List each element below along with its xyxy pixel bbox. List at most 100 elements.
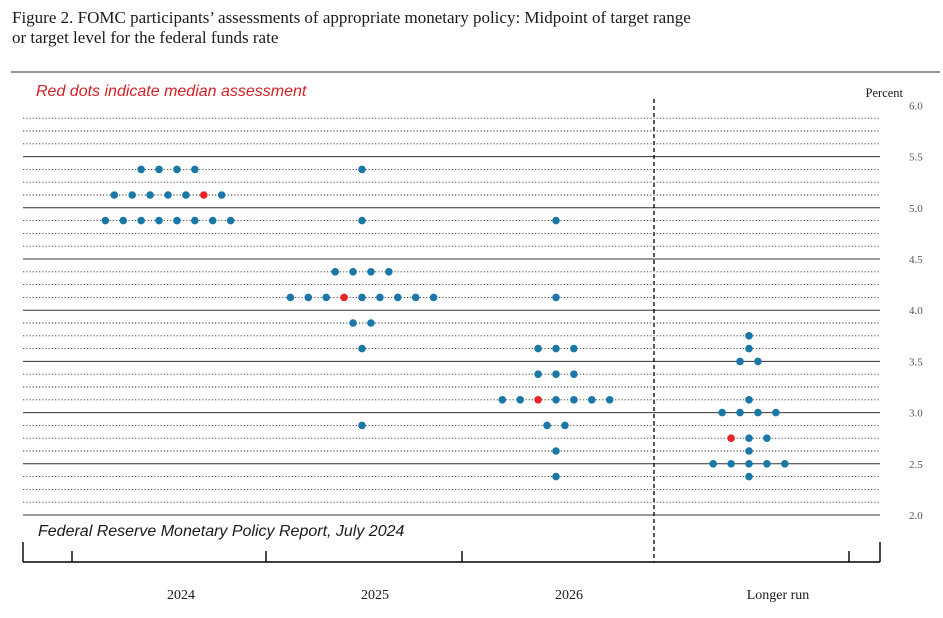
y-tick-label: 5.0 [909,203,923,215]
participant-dot [605,396,614,404]
participant-dot [358,165,366,174]
participant-dot [763,460,771,468]
participant-dot [349,319,357,327]
y-axis: 2.0 2.5 3.0 3.5 4.0 4.5 5.0 5.5 6.0 [909,100,923,522]
median-note: Red dots indicate median assessment [36,83,307,100]
y-tick-label: 2.5 [909,459,923,471]
participant-dot [358,421,366,430]
participant-dot [137,216,145,225]
participant-dot [208,216,217,225]
participant-dot [367,268,375,276]
participant-dot [217,191,226,199]
participant-dot [570,370,578,379]
y-tick-label: 4.0 [909,305,923,317]
y-tick-label: 2.0 [909,510,923,522]
participant-dot [543,421,551,430]
gridlines [23,117,880,503]
x-axis: 2024 2025 2026 Longer run [167,588,809,603]
participant-dot [173,216,181,225]
participant-dot [727,460,735,468]
participant-dot [745,332,753,340]
participant-dot [119,216,128,225]
participant-dot [101,216,110,225]
participant-dot [155,165,163,174]
x-category-label: 2026 [555,588,583,603]
participant-dot [146,191,154,199]
participant-dot [736,357,744,366]
participant-dot [173,165,181,174]
chart-title: Figure 2. FOMC participants’ assessments… [12,8,912,48]
participant-dot [772,408,780,417]
participant-dot [226,216,235,225]
source-note: Federal Reserve Monetary Policy Report, … [38,523,404,540]
participant-dot [745,434,753,443]
participant-dot [588,396,596,404]
dots [101,165,789,481]
y-tick-label: 3.5 [909,356,923,368]
y-tick-label: 5.5 [909,152,923,164]
participant-dot [182,191,190,199]
chart-title-line-2: or target level for the federal funds ra… [12,28,279,47]
participant-dot [429,293,438,302]
y-tick-label: 3.0 [909,408,923,420]
participant-dot [322,293,331,302]
participant-dot [331,268,339,276]
participant-dot [128,191,136,199]
x-category-label: 2025 [361,588,389,603]
participant-dot [754,357,762,366]
participant-dot [763,434,771,443]
participant-dot [110,191,119,199]
participant-dot [745,396,753,404]
participant-dot [376,293,384,302]
participant-dot [552,396,560,404]
x-category-label: 2024 [167,588,195,603]
participant-dot [745,460,753,468]
participant-dot [367,319,375,327]
participant-dot [745,344,753,353]
participant-dot [552,216,560,225]
participant-dot [164,191,172,199]
participant-dot [552,370,560,379]
participant-dot [191,216,199,225]
median-dot [534,396,542,404]
participant-dot [709,460,717,468]
participant-dot [358,216,366,225]
participant-dot [358,344,366,353]
participant-dot [137,165,145,174]
participant-dot [570,396,578,404]
participant-dot [552,472,560,481]
chart-frame [11,71,940,563]
y-tick-label: 6.0 [909,100,923,112]
median-dot [200,191,208,199]
chart-title-line-1: Figure 2. FOMC participants’ assessments… [12,8,691,27]
median-dot [340,293,348,302]
participant-dot [394,293,402,302]
participant-dot [534,344,542,353]
participant-dot [516,396,524,404]
participant-dot [498,396,507,404]
participant-dot [745,447,753,455]
participant-dot [736,408,744,417]
participant-dot [552,344,560,353]
participant-dot [304,293,313,302]
y-axis-label: Percent [866,86,904,100]
participant-dot [561,421,569,430]
participant-dot [745,472,753,481]
participant-dot [570,344,578,353]
participant-dot [534,370,542,379]
participant-dot [349,268,357,276]
participant-dot [155,216,163,225]
participant-dot [718,408,726,417]
participant-dot [552,293,560,302]
participant-dot [385,268,393,276]
y-tick-label: 4.5 [909,254,923,266]
participant-dot [191,165,199,174]
median-dot [727,434,735,443]
participant-dot [286,293,295,302]
x-category-label: Longer run [747,588,810,603]
participant-dot [781,460,789,468]
participant-dot [411,293,420,302]
participant-dot [754,408,762,417]
participant-dot [358,293,366,302]
